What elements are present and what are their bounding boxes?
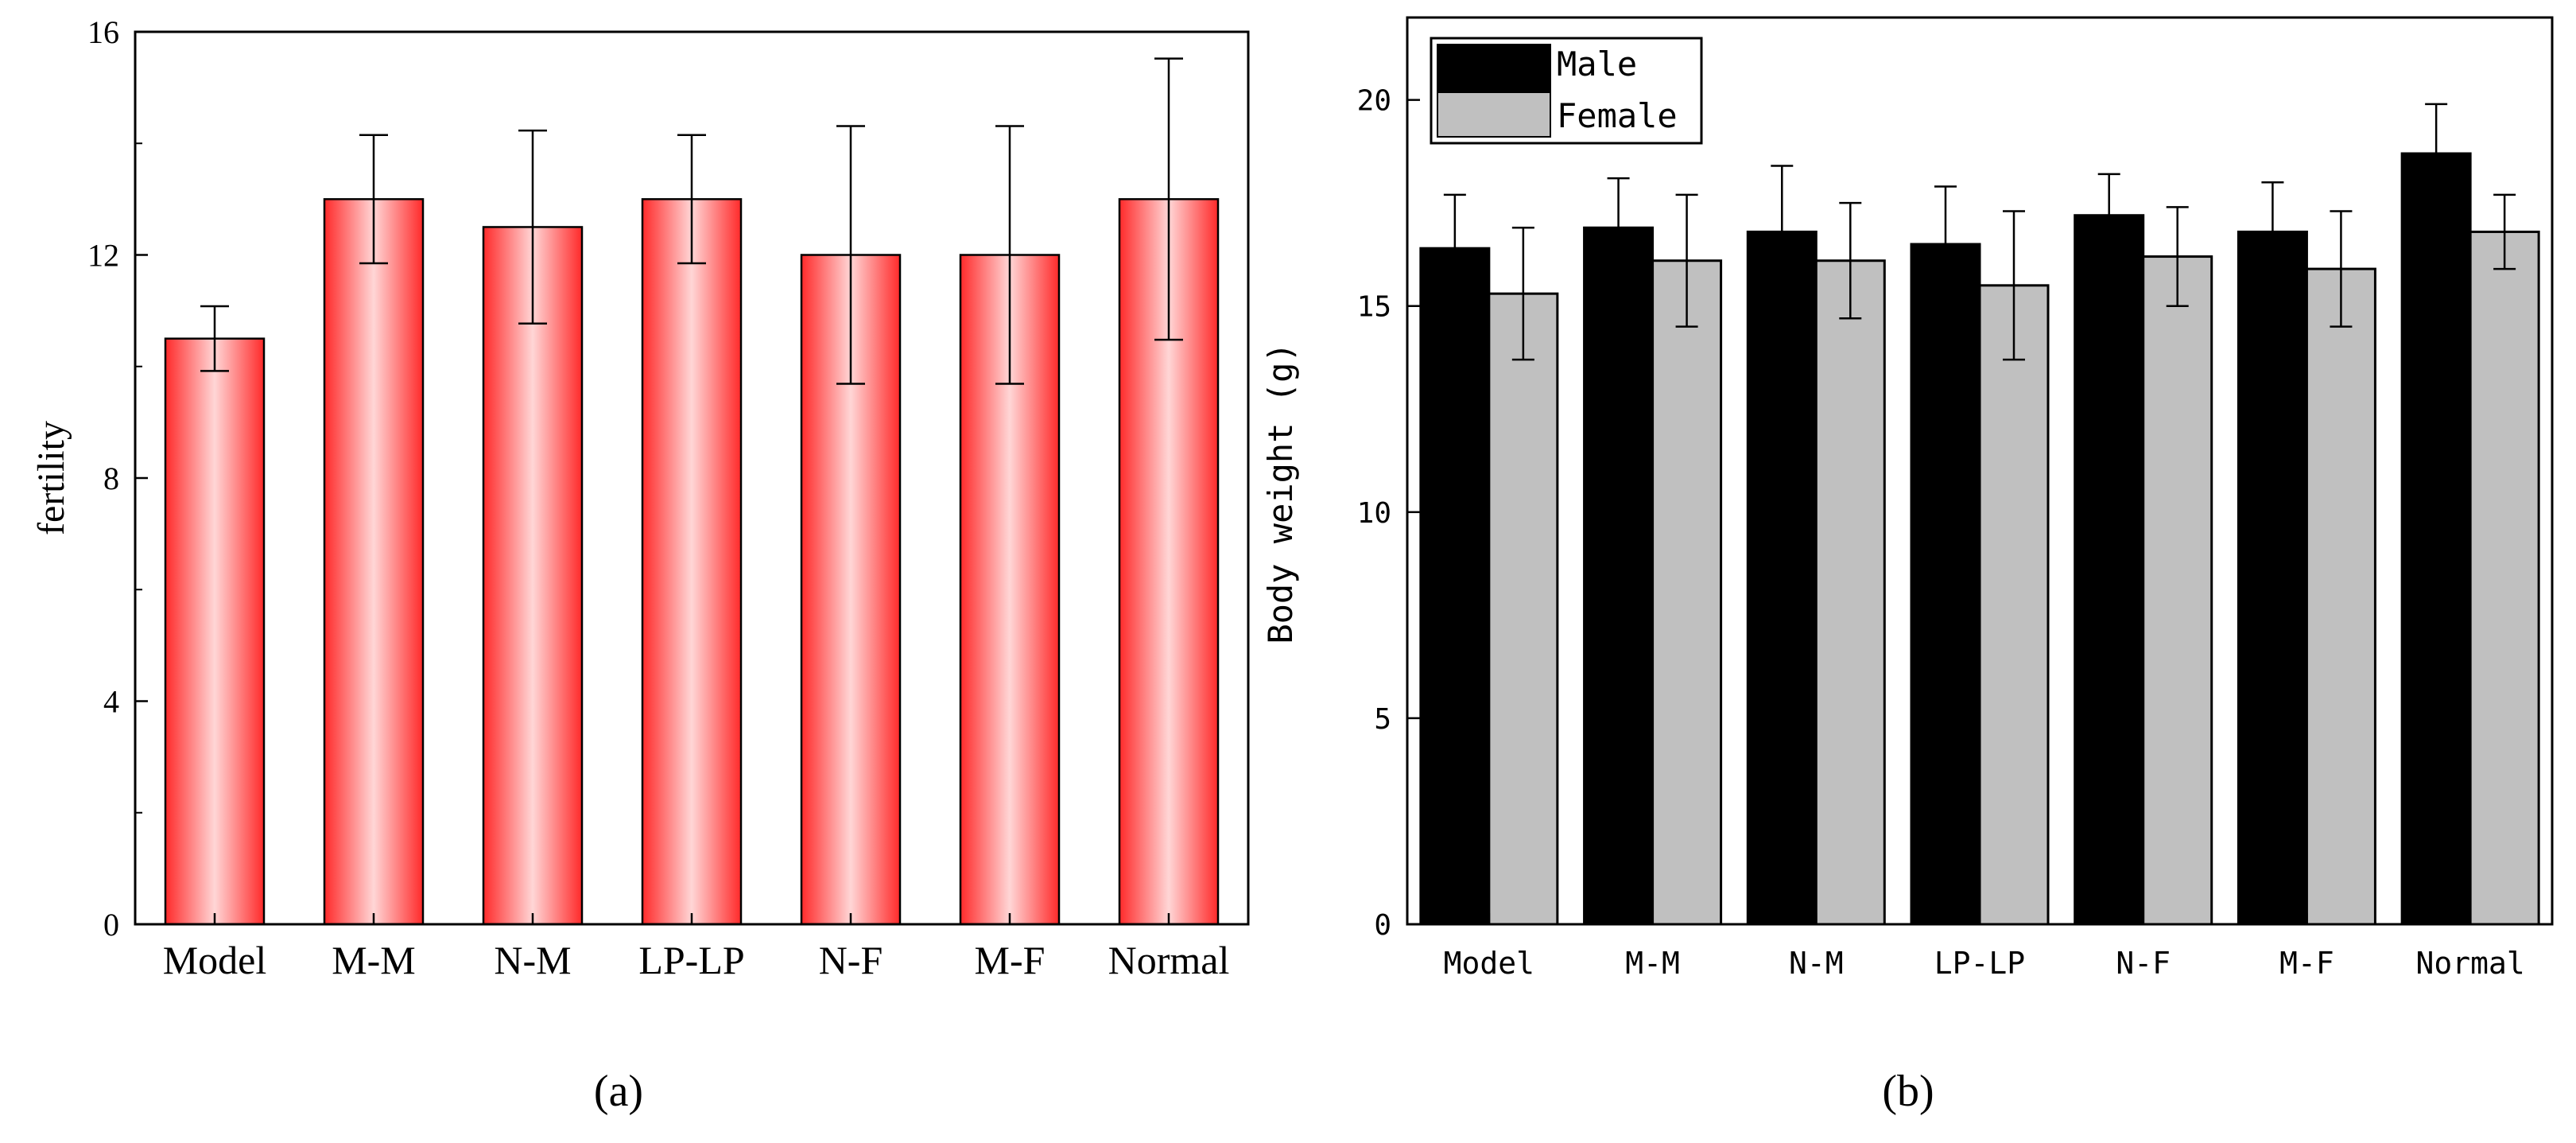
x-tick-label: M-M [332, 938, 416, 982]
y-tick-label: 4 [103, 684, 119, 720]
x-tick-label: M-M [1625, 946, 1680, 981]
panel-b-bars [1419, 152, 2540, 926]
panel-a-bars [164, 198, 1220, 926]
fertility-bar-m-m [323, 198, 425, 926]
female-error-bar-m-f [2330, 210, 2353, 328]
panel-a-y-ticks: 0 4 8 12 16 [87, 14, 148, 943]
fertility-error-bar-n-m [518, 129, 547, 325]
legend-label-male: Male [1557, 45, 1637, 84]
legend-label-female: Female [1557, 96, 1678, 135]
male-error-bar-m-m [1607, 177, 1630, 278]
y-tick-label: 0 [1374, 909, 1391, 942]
x-tick-label: Model [163, 938, 267, 982]
panel-a-y-axis-label: fertility [30, 421, 72, 535]
x-tick-label: Normal [1108, 938, 1230, 982]
panel-a-error-bars [200, 57, 1183, 385]
y-tick-label: 16 [87, 14, 119, 50]
x-tick-label: N-M [1789, 946, 1844, 981]
female-bar-m-f [2305, 267, 2376, 926]
panel-b-x-ticks: Model M-M N-M LP-LP N-F M-F Normal [1444, 913, 2525, 981]
female-error-bar-lp-lp [2003, 210, 2025, 361]
y-tick-label: 5 [1374, 703, 1391, 736]
x-tick-label: LP-LP [638, 938, 744, 982]
fertility-error-bar-n-f [836, 125, 865, 385]
female-bar-normal [2469, 230, 2540, 926]
male-bar-m-f [2237, 230, 2308, 926]
male-bar-n-m [1746, 230, 1818, 926]
male-bar-m-m [1583, 226, 1655, 926]
female-bar-n-m [1814, 259, 1886, 926]
female-error-bar-m-m [1675, 193, 1698, 328]
x-tick-label: Model [1444, 946, 1534, 981]
x-tick-label: LP-LP [1934, 946, 2025, 981]
panel-b-y-axis-label: Body weight (g) [1261, 342, 1300, 643]
y-tick-label: 12 [87, 238, 119, 274]
male-error-bar-n-f [2097, 173, 2120, 258]
panel-a-fertility-chart: 0 4 8 12 16 Model M-M N-M LP-LP N-F M-F Normal fer… [30, 14, 1250, 1116]
y-tick-label: 20 [1357, 85, 1391, 118]
panel-b-body-weight-chart: 0 5 10 15 20 Model M-M N-M LP-LP N-F M-F Normal Bo… [1261, 16, 2554, 1116]
x-tick-label: Normal [2416, 946, 2525, 981]
fertility-error-bar-m-f [995, 125, 1024, 385]
male-bar-normal [2400, 152, 2472, 926]
male-bar-lp-lp [1910, 243, 1981, 926]
panel-a-label: (a) [594, 1067, 643, 1116]
panel-b-label: (b) [1882, 1067, 1934, 1116]
legend-swatch-male [1437, 44, 1551, 91]
fertility-error-bar-normal [1154, 57, 1183, 341]
legend-swatch-female [1437, 91, 1551, 138]
y-tick-label: 8 [103, 461, 119, 496]
female-bar-model [1488, 292, 1559, 926]
female-error-bar-model [1511, 227, 1534, 361]
male-error-bar-lp-lp [1934, 185, 1957, 303]
panel-b-legend: Male Female [1430, 37, 1703, 145]
fertility-error-bar-m-m [359, 134, 388, 265]
panel-b-error-bars [1443, 103, 2516, 361]
female-bar-lp-lp [1978, 284, 2050, 926]
female-error-bar-n-f [2166, 206, 2189, 307]
female-bar-m-m [1651, 259, 1723, 926]
female-error-bar-normal [2493, 193, 2516, 270]
y-tick-label: 15 [1357, 291, 1391, 324]
male-bar-n-f [2074, 214, 2145, 926]
male-error-bar-m-f [2261, 181, 2284, 282]
fertility-bar-model [164, 337, 266, 926]
male-error-bar-n-m [1771, 165, 1794, 299]
panel-b-y-ticks: 0 5 10 15 20 [1357, 85, 1420, 942]
male-bar-model [1419, 247, 1491, 926]
male-error-bar-model [1443, 193, 1466, 303]
x-tick-label: M-F [2279, 946, 2334, 981]
x-tick-label: N-F [2116, 946, 2171, 981]
x-tick-label: N-F [819, 938, 883, 982]
y-tick-label: 0 [103, 907, 119, 943]
fertility-bar-n-m [482, 226, 584, 926]
female-bar-n-f [2142, 255, 2213, 926]
fertility-error-bar-lp-lp [677, 134, 706, 265]
male-error-bar-normal [2425, 103, 2448, 204]
fertility-bar-lp-lp [641, 198, 743, 926]
y-tick-label: 10 [1357, 497, 1391, 530]
x-tick-label: M-F [975, 938, 1046, 982]
fertility-error-bar-model [200, 305, 229, 372]
female-error-bar-n-m [1839, 201, 1862, 320]
x-tick-label: N-M [494, 938, 571, 982]
panel-a-x-ticks: Model M-M N-M LP-LP N-F M-F Normal [163, 913, 1230, 982]
